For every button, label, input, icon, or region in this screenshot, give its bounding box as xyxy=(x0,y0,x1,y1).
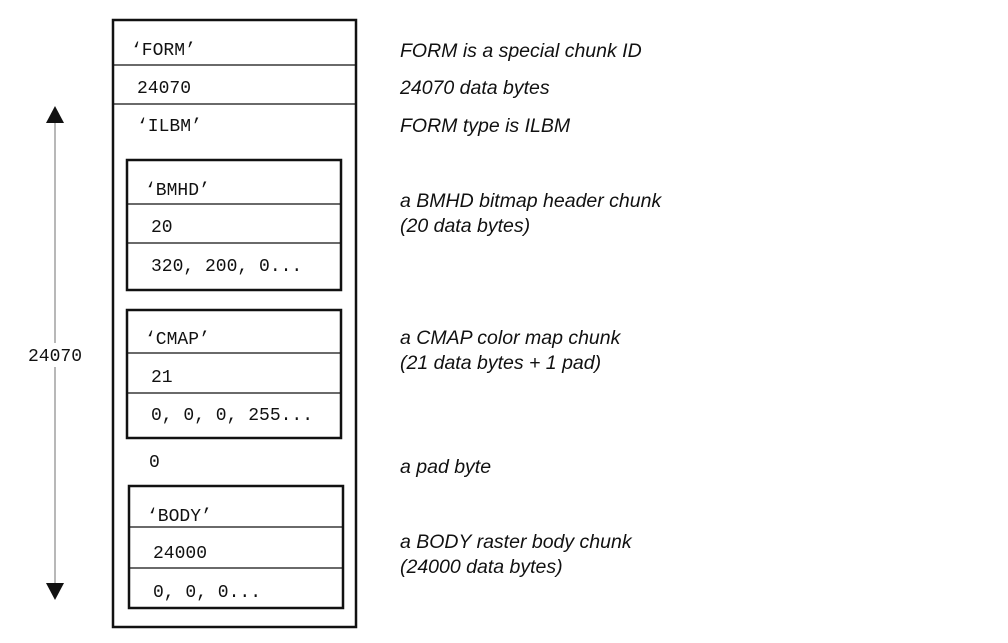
desc-form-type: FORM type is ILBM xyxy=(400,115,571,137)
bmhd-chunk: ‘BMHD’ 20 320, 200, 0... xyxy=(125,158,343,292)
size-dimension: 24070 xyxy=(18,106,92,600)
desc-bmhd-line1: a BMHD bitmap header chunk xyxy=(400,190,662,212)
form-type: ‘ILBM’ xyxy=(137,117,202,137)
form-frame xyxy=(111,18,358,629)
desc-body-line1: a BODY raster body chunk xyxy=(400,531,633,553)
bmhd-size: 20 xyxy=(151,218,173,238)
form-id: ‘FORM’ xyxy=(131,41,196,61)
desc-cmap-line1: a CMAP color map chunk xyxy=(400,327,622,349)
desc-cmap-line2: (21 data bytes + 1 pad) xyxy=(400,352,601,374)
bmhd-id: ‘BMHD’ xyxy=(145,181,210,201)
desc-form-id: FORM is a special chunk ID xyxy=(400,40,642,62)
dimension-label: 24070 xyxy=(28,347,82,367)
cmap-data: 0, 0, 0, 255... xyxy=(151,406,313,426)
pad-byte: 0 xyxy=(149,453,160,473)
dimension-label-bg xyxy=(18,343,92,367)
body-id: ‘BODY’ xyxy=(147,507,212,527)
body-data: 0, 0, 0... xyxy=(153,583,261,603)
form-chunk: ‘FORM’ 24070 ‘ILBM’ xyxy=(111,18,358,629)
descriptions: FORM is a special chunk ID 24070 data by… xyxy=(399,40,662,578)
arrow-down-icon xyxy=(46,583,64,600)
body-chunk: ‘BODY’ 24000 0, 0, 0... xyxy=(127,484,345,610)
arrow-up-icon xyxy=(46,106,64,123)
cmap-id: ‘CMAP’ xyxy=(145,330,210,350)
cmap-frame xyxy=(125,308,343,440)
desc-body-line2: (24000 data bytes) xyxy=(400,556,563,578)
bmhd-data: 320, 200, 0... xyxy=(151,257,302,277)
desc-pad: a pad byte xyxy=(400,456,491,478)
bmhd-frame xyxy=(125,158,343,292)
body-frame xyxy=(127,484,345,610)
body-size: 24000 xyxy=(153,544,207,564)
cmap-chunk: ‘CMAP’ 21 0, 0, 0, 255... xyxy=(125,308,343,440)
desc-bmhd-line2: (20 data bytes) xyxy=(400,215,530,237)
form-size: 24070 xyxy=(137,79,191,99)
desc-form-size: 24070 data bytes xyxy=(399,77,550,99)
cmap-size: 21 xyxy=(151,368,173,388)
